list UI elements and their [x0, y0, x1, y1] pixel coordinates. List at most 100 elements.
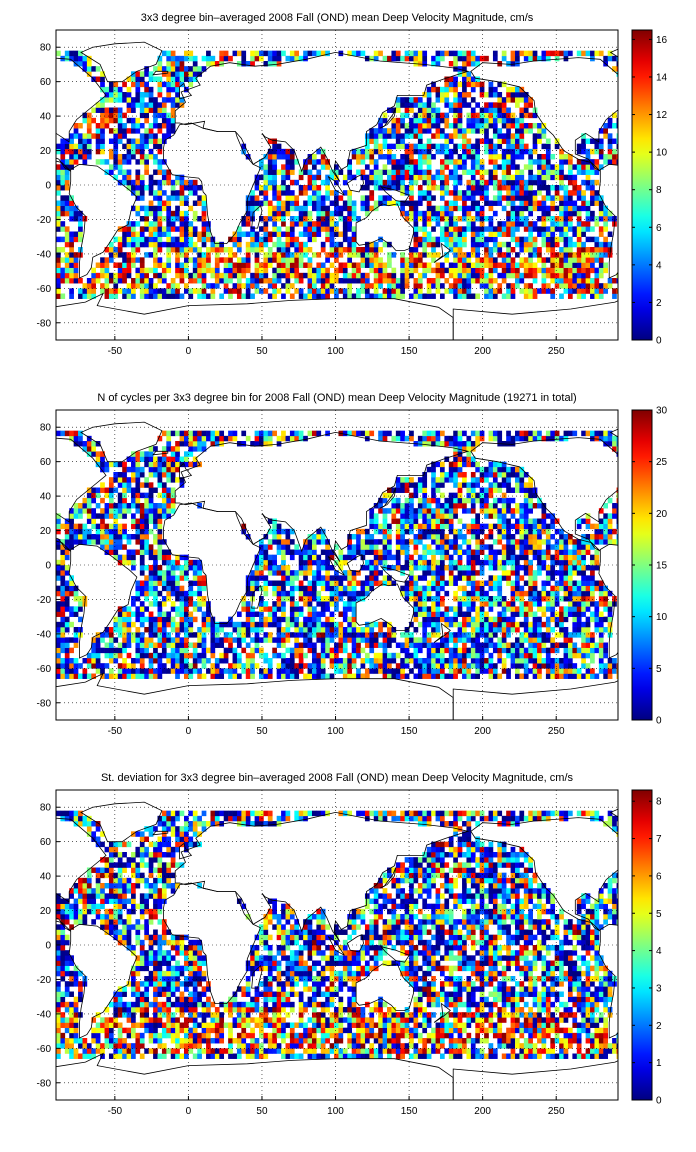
- heatmap-cell: [537, 674, 542, 679]
- heatmap-cell: [65, 232, 70, 237]
- heatmap-cell: [440, 663, 445, 668]
- heatmap-cell: [533, 617, 538, 622]
- heatmap-cell: [440, 263, 445, 268]
- heatmap-cell: [321, 201, 326, 206]
- heatmap-cell: [188, 627, 193, 632]
- heatmap-cell: [431, 56, 436, 61]
- heatmap-cell: [559, 606, 564, 611]
- heatmap-cell: [440, 56, 445, 61]
- heatmap-cell: [497, 242, 502, 247]
- heatmap-cell: [533, 648, 538, 653]
- heatmap-cell: [378, 144, 383, 149]
- heatmap-cell: [246, 201, 251, 206]
- heatmap-cell: [149, 586, 154, 591]
- heatmap-cell: [466, 180, 471, 185]
- heatmap-cell: [233, 668, 238, 673]
- heatmap-cell: [369, 668, 374, 673]
- heatmap-cell: [497, 201, 502, 206]
- heatmap-cell: [316, 170, 321, 175]
- heatmap-cell: [135, 283, 140, 288]
- heatmap-cell: [480, 627, 485, 632]
- heatmap-cell: [60, 601, 65, 606]
- heatmap-cell: [427, 237, 432, 242]
- heatmap-cell: [158, 139, 163, 144]
- heatmap-cell: [453, 663, 458, 668]
- heatmap-cell: [564, 627, 569, 632]
- heatmap-cell: [502, 658, 507, 663]
- heatmap-cell: [458, 601, 463, 606]
- heatmap-cell: [590, 185, 595, 190]
- heatmap-cell: [118, 92, 123, 97]
- heatmap-cell: [475, 144, 480, 149]
- heatmap-cell: [308, 159, 313, 164]
- heatmap-cell: [427, 92, 432, 97]
- heatmap-cell: [180, 648, 185, 653]
- heatmap-cell: [414, 247, 419, 252]
- y-tick-label: 60: [40, 77, 52, 88]
- heatmap-cell: [453, 123, 458, 128]
- heatmap-cell: [387, 668, 392, 673]
- heatmap-cell: [475, 242, 480, 247]
- heatmap-cell: [343, 663, 348, 668]
- heatmap-cell: [550, 586, 555, 591]
- heatmap-cell: [162, 232, 167, 237]
- heatmap-cell: [197, 637, 202, 642]
- heatmap-cell: [533, 139, 538, 144]
- heatmap-cell: [431, 663, 436, 668]
- heatmap-cell: [502, 612, 507, 617]
- heatmap-cell: [135, 653, 140, 658]
- heatmap-cell: [193, 190, 198, 195]
- heatmap-cell: [78, 61, 83, 66]
- heatmap-cell: [475, 658, 480, 663]
- heatmap-cell: [471, 61, 476, 66]
- heatmap-cell: [330, 648, 335, 653]
- heatmap-cell: [427, 283, 432, 288]
- heatmap-cell: [453, 108, 458, 113]
- heatmap-cell: [586, 283, 591, 288]
- heatmap-cell: [383, 288, 388, 293]
- heatmap-cell: [290, 622, 295, 627]
- heatmap-cell: [418, 216, 423, 221]
- heatmap-cell: [308, 612, 313, 617]
- heatmap-cell: [405, 51, 410, 56]
- heatmap-cell: [135, 149, 140, 154]
- heatmap-cell: [524, 102, 529, 107]
- heatmap-cell: [224, 648, 229, 653]
- heatmap-cell: [330, 211, 335, 216]
- heatmap-cell: [281, 257, 286, 262]
- heatmap-cell: [546, 185, 551, 190]
- heatmap-cell: [409, 123, 414, 128]
- heatmap-cell: [471, 154, 476, 159]
- heatmap-cell: [462, 643, 467, 648]
- heatmap-cell: [480, 87, 485, 92]
- heatmap-cell: [414, 180, 419, 185]
- heatmap-cell: [180, 606, 185, 611]
- heatmap-cell: [533, 175, 538, 180]
- heatmap-cell: [590, 252, 595, 257]
- heatmap-cell: [184, 77, 189, 82]
- heatmap-cell: [65, 653, 70, 658]
- heatmap-cell: [56, 273, 61, 278]
- heatmap-cell: [316, 201, 321, 206]
- heatmap-cell: [506, 190, 511, 195]
- heatmap-cell: [144, 144, 149, 149]
- heatmap-cell: [462, 648, 467, 653]
- heatmap-cell: [171, 113, 176, 118]
- heatmap-cell: [180, 195, 185, 200]
- heatmap-cell: [405, 149, 410, 154]
- heatmap-cell: [113, 128, 118, 133]
- heatmap-cell: [528, 113, 533, 118]
- heatmap-cell: [555, 283, 560, 288]
- heatmap-cell: [246, 617, 251, 622]
- heatmap-cell: [577, 268, 582, 273]
- heatmap-cell: [197, 237, 202, 242]
- heatmap-cell: [537, 133, 542, 138]
- heatmap-cell: [418, 288, 423, 293]
- heatmap-cell: [603, 216, 608, 221]
- heatmap-cell: [396, 278, 401, 283]
- heatmap-cell: [272, 637, 277, 642]
- heatmap-cell: [471, 658, 476, 663]
- heatmap-cell: [489, 149, 494, 154]
- heatmap-cell: [493, 128, 498, 133]
- heatmap-cell: [277, 617, 282, 622]
